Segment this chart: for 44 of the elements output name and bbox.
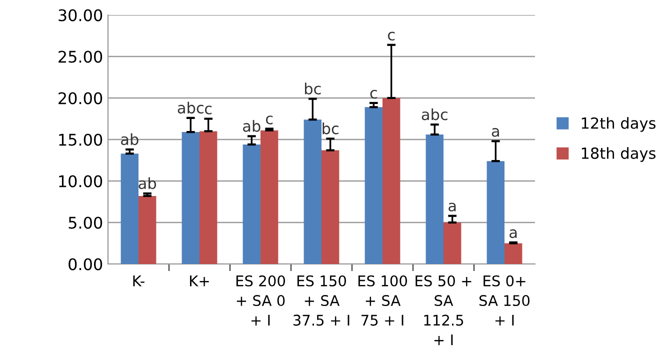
annotation: a xyxy=(448,202,456,212)
annotation: ab xyxy=(243,120,260,132)
legend-label: 12th days xyxy=(582,117,656,132)
bar xyxy=(382,98,400,264)
annotation: a xyxy=(510,229,517,238)
x-tick-label: K+ xyxy=(190,276,209,286)
annotation: c xyxy=(370,90,377,99)
x-tick-label: ES 150 + SA 37.5 + I xyxy=(293,275,350,326)
bar xyxy=(486,161,504,264)
annotation: bc xyxy=(322,122,338,134)
annotation: ab xyxy=(121,133,138,146)
bar xyxy=(504,243,522,264)
y-tick-label: 25.00 xyxy=(58,50,102,63)
bar xyxy=(444,222,462,264)
legend-label: 18th days xyxy=(582,147,656,162)
y-tick-label: 15.00 xyxy=(59,134,102,146)
bar xyxy=(242,144,260,264)
x-tick-label: K- xyxy=(133,276,144,286)
annotation: c xyxy=(266,116,273,124)
bar xyxy=(182,132,200,264)
bar xyxy=(322,150,340,264)
annotation: c xyxy=(388,32,395,41)
y-tick-label: 0.00 xyxy=(68,258,102,270)
bar xyxy=(260,130,278,264)
bar xyxy=(304,120,322,264)
y-tick-label: 30.00 xyxy=(58,9,102,22)
x-tick-label: ES 100 + SA 75 + I xyxy=(358,275,407,326)
annotation: abc xyxy=(178,102,204,114)
annotation: c xyxy=(204,106,212,114)
y-tick-label: 5.00 xyxy=(68,216,102,229)
x-tick-label: ES 200 + SA 0 + I xyxy=(236,275,285,326)
bar xyxy=(364,107,382,264)
annotation: bc xyxy=(304,82,321,94)
bar xyxy=(120,154,138,264)
annotation: a xyxy=(492,128,499,137)
bar xyxy=(138,196,156,264)
bar xyxy=(426,134,444,264)
x-tick-label: ES 0+ SA 150 + I xyxy=(479,275,530,326)
annotation: ab xyxy=(138,177,156,190)
y-tick-label: 10.00 xyxy=(59,175,102,188)
bar xyxy=(200,131,218,264)
annotation: abc xyxy=(422,108,448,120)
x-tick-label: ES 50 + SA 112.5 + I xyxy=(416,275,472,346)
y-tick-label: 20.00 xyxy=(58,92,102,104)
